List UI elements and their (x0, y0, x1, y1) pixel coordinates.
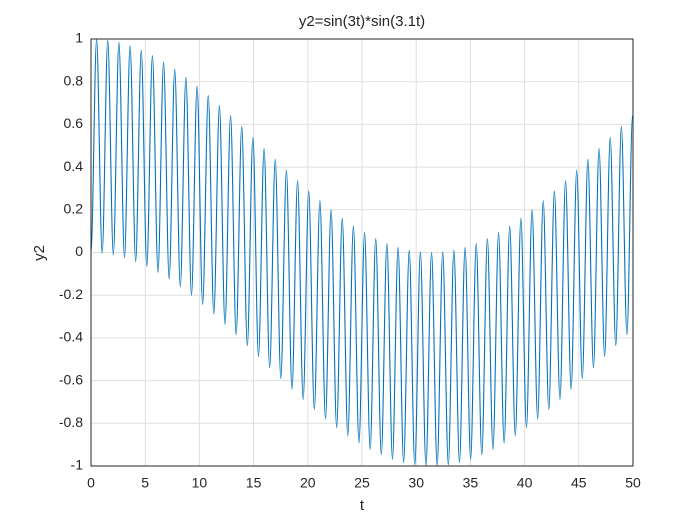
x-tick-label: 5 (141, 475, 149, 491)
plot-frame (90, 38, 634, 467)
x-tick-label: 15 (246, 475, 262, 491)
y-tick-label: -1 (71, 457, 84, 473)
x-axis-label: t (360, 497, 365, 514)
y-tick-label: -0.4 (59, 329, 83, 345)
x-tick-label: 50 (625, 475, 641, 491)
x-tick-label: 0 (87, 475, 95, 491)
chart-title: y2=sin(3t)*sin(3.1t) (299, 13, 425, 30)
x-tick-label: 30 (408, 475, 424, 491)
x-tick-label: 10 (192, 475, 208, 491)
x-tick-label: 25 (354, 475, 370, 491)
x-tick-label: 45 (571, 475, 587, 491)
data-line (90, 38, 634, 467)
y-tick-label: -0.8 (59, 414, 83, 430)
x-tick-label: 20 (300, 475, 316, 491)
y-tick-label: 0 (75, 243, 83, 259)
y-tick-label: -0.2 (59, 286, 83, 302)
x-tick-label: 40 (517, 475, 533, 491)
y-tick-label: 0.4 (64, 158, 84, 174)
x-tick-label: 35 (463, 475, 479, 491)
y-tick-label: 0.6 (64, 115, 84, 131)
y-tick-label: 0.8 (64, 72, 84, 88)
y-tick-label: 1 (75, 30, 83, 46)
y-axis-label: y2 (31, 245, 48, 261)
y-tick-label: -0.6 (59, 371, 83, 387)
y-tick-label: 0.2 (64, 201, 84, 217)
